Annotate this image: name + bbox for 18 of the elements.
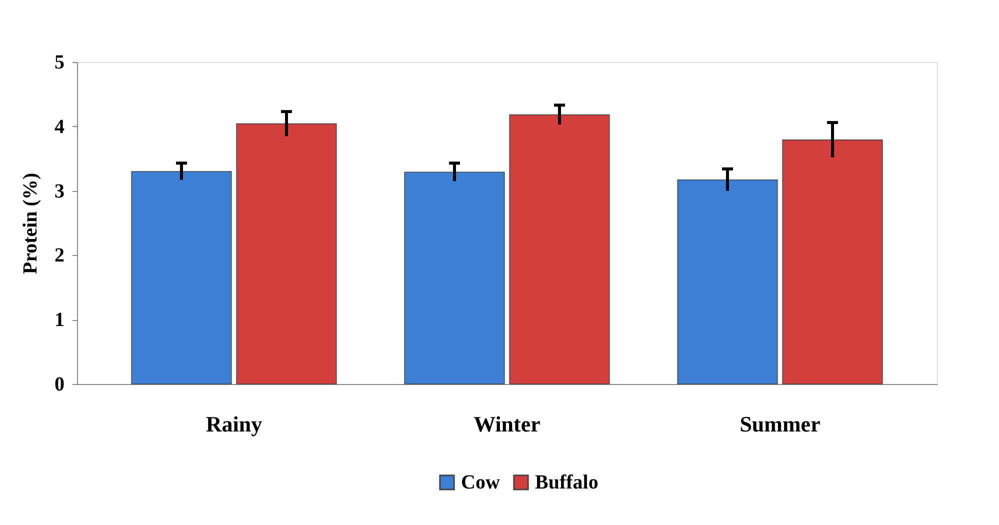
y-tick-label: 2 (54, 244, 64, 267)
bar (236, 123, 337, 384)
bar (677, 179, 778, 384)
y-tick-label: 3 (54, 180, 64, 202)
bar (782, 140, 883, 384)
bar (404, 172, 505, 384)
x-tick-label: Rainy (206, 412, 262, 436)
y-tick-label: 1 (54, 309, 64, 332)
y-tick-label: 0 (54, 374, 64, 396)
bar (509, 114, 610, 384)
x-tick-label: Summer (740, 412, 821, 436)
y-tick-label: 4 (54, 116, 64, 138)
bar (131, 171, 232, 384)
y-axis-title: Protein (%) (20, 172, 42, 274)
legend-label: Cow (461, 471, 500, 494)
x-tick-label: Winter (474, 412, 541, 436)
y-tick-label: 5 (54, 52, 64, 74)
legend-label: Buffalo (535, 471, 598, 494)
